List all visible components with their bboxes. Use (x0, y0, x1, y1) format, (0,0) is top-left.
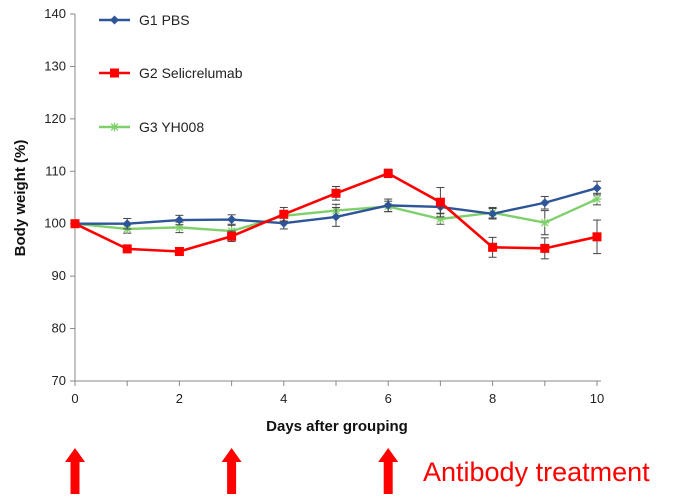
data-point-square (383, 168, 393, 178)
y-tick-label: 140 (44, 6, 66, 21)
data-point-square (279, 209, 289, 219)
treatment-arrow-icon (378, 448, 399, 494)
x-tick-label: 10 (590, 391, 604, 406)
x-axis-ticks: 0 2 4 6 8 10 (71, 381, 604, 406)
y-tick-label: 80 (52, 321, 66, 336)
x-tick-label: 4 (280, 391, 287, 406)
y-axis-ticks: 70 80 90 100 110 120 130 140 (44, 6, 75, 388)
data-point-square (331, 188, 341, 198)
treatment-annotation: Antibody treatment (65, 448, 650, 494)
x-tick-label: 2 (176, 391, 183, 406)
x-tick-label: 8 (489, 391, 496, 406)
data-point-square (227, 231, 237, 241)
y-tick-label: 110 (45, 163, 66, 178)
legend-label: G3 YH008 (139, 119, 204, 135)
y-axis-title: Body weight (%) (12, 140, 29, 257)
legend-entry-3: G3 YH008 (99, 119, 204, 135)
data-point-diamond (488, 209, 498, 219)
arrow-shape (221, 448, 242, 494)
data-point-square (70, 219, 80, 229)
treatment-arrow-icon (65, 448, 85, 494)
series-g1-pbs (70, 180, 602, 230)
series-g2-selicrelumab (70, 168, 602, 260)
data-point-diamond (331, 212, 341, 222)
data-point-square (174, 247, 184, 257)
asterisk-stroke (540, 218, 549, 227)
data-point-square (122, 244, 132, 254)
arrow-shape (65, 448, 85, 494)
axes: 70 80 90 100 110 120 130 140 0 2 4 6 8 10 (44, 6, 604, 406)
data-point-diamond (122, 219, 132, 229)
data-point-asterisk (540, 218, 550, 228)
y-tick-label: 120 (44, 111, 66, 126)
data-point-square (110, 68, 119, 78)
data-point-diamond (383, 200, 393, 210)
y-tick-label: 100 (44, 216, 66, 231)
legend-label: G2 Selicrelumab (139, 65, 243, 81)
antibody-treatment-label: Antibody treatment (423, 457, 650, 487)
series-layer (70, 168, 602, 260)
legend-entry-1: G1 PBS (99, 12, 190, 28)
asterisk-stroke (593, 195, 601, 203)
x-axis-title: Days after grouping (266, 418, 408, 435)
data-point-diamond (592, 183, 602, 193)
treatment-arrow-icon (221, 448, 242, 494)
asterisk-stroke (110, 123, 119, 131)
y-tick-label: 70 (52, 373, 66, 388)
data-point-square (592, 232, 602, 242)
data-point-diamond (540, 198, 550, 208)
data-point-square (488, 242, 498, 252)
data-point-square (540, 243, 550, 253)
data-point-asterisk (110, 122, 119, 132)
data-point-diamond (227, 215, 237, 225)
legend: G1 PBS G2 Selicrelumab G3 YH008 (99, 12, 243, 135)
data-point-square (435, 197, 445, 207)
x-tick-label: 0 (71, 391, 78, 406)
data-point-asterisk (592, 194, 602, 204)
data-point-diamond (174, 215, 184, 225)
legend-entry-2: G2 Selicrelumab (99, 65, 243, 81)
data-point-diamond (110, 15, 119, 25)
arrow-shape (378, 448, 399, 494)
legend-label: G1 PBS (139, 12, 190, 28)
x-tick-label: 6 (385, 391, 392, 406)
y-tick-label: 130 (44, 58, 66, 73)
y-tick-label: 90 (52, 268, 66, 283)
